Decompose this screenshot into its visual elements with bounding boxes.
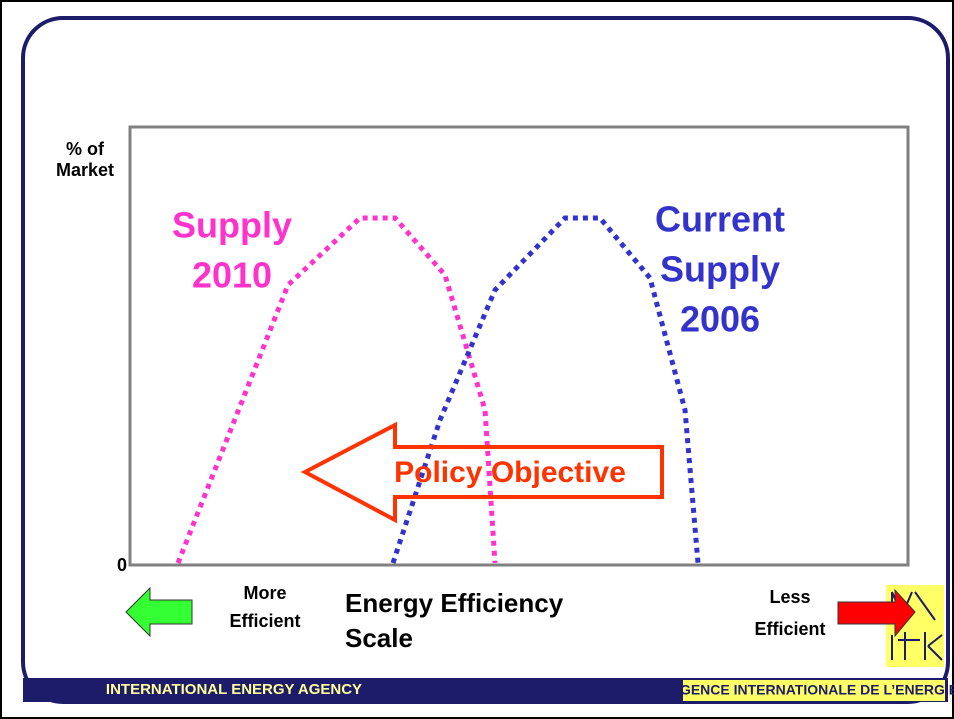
y-axis-label: Market xyxy=(56,160,114,180)
current-supply-curve xyxy=(390,215,701,564)
footer-right: AGENCE INTERNATIONALE DE L’ENERGIE xyxy=(670,682,954,698)
y-axis-label: % of xyxy=(66,139,105,159)
series-label: Supply xyxy=(660,249,780,290)
red-arrow xyxy=(837,588,916,638)
left-label: Efficient xyxy=(229,611,300,631)
policy-arrow xyxy=(300,421,664,524)
series-label: Supply xyxy=(172,205,292,246)
right-label: Efficient xyxy=(754,619,825,639)
policy-objective: Policy Objective xyxy=(394,456,626,489)
series-label: Current xyxy=(655,199,785,240)
footer-right-box xyxy=(683,680,945,701)
series-label: 2006 xyxy=(680,299,760,340)
green-arrow xyxy=(125,586,193,638)
left-label: More xyxy=(243,583,286,603)
x-axis-label: Energy Efficiency xyxy=(345,588,564,618)
chart-box xyxy=(128,125,910,567)
supply-2010-curve xyxy=(175,215,498,564)
x-axis-label: Scale xyxy=(345,623,413,653)
y-tick-label: 0 xyxy=(117,555,127,575)
footer-left: INTERNATIONAL ENERGY AGENCY xyxy=(106,681,362,698)
series-label: 2010 xyxy=(192,255,272,296)
right-label: Less xyxy=(769,587,810,607)
